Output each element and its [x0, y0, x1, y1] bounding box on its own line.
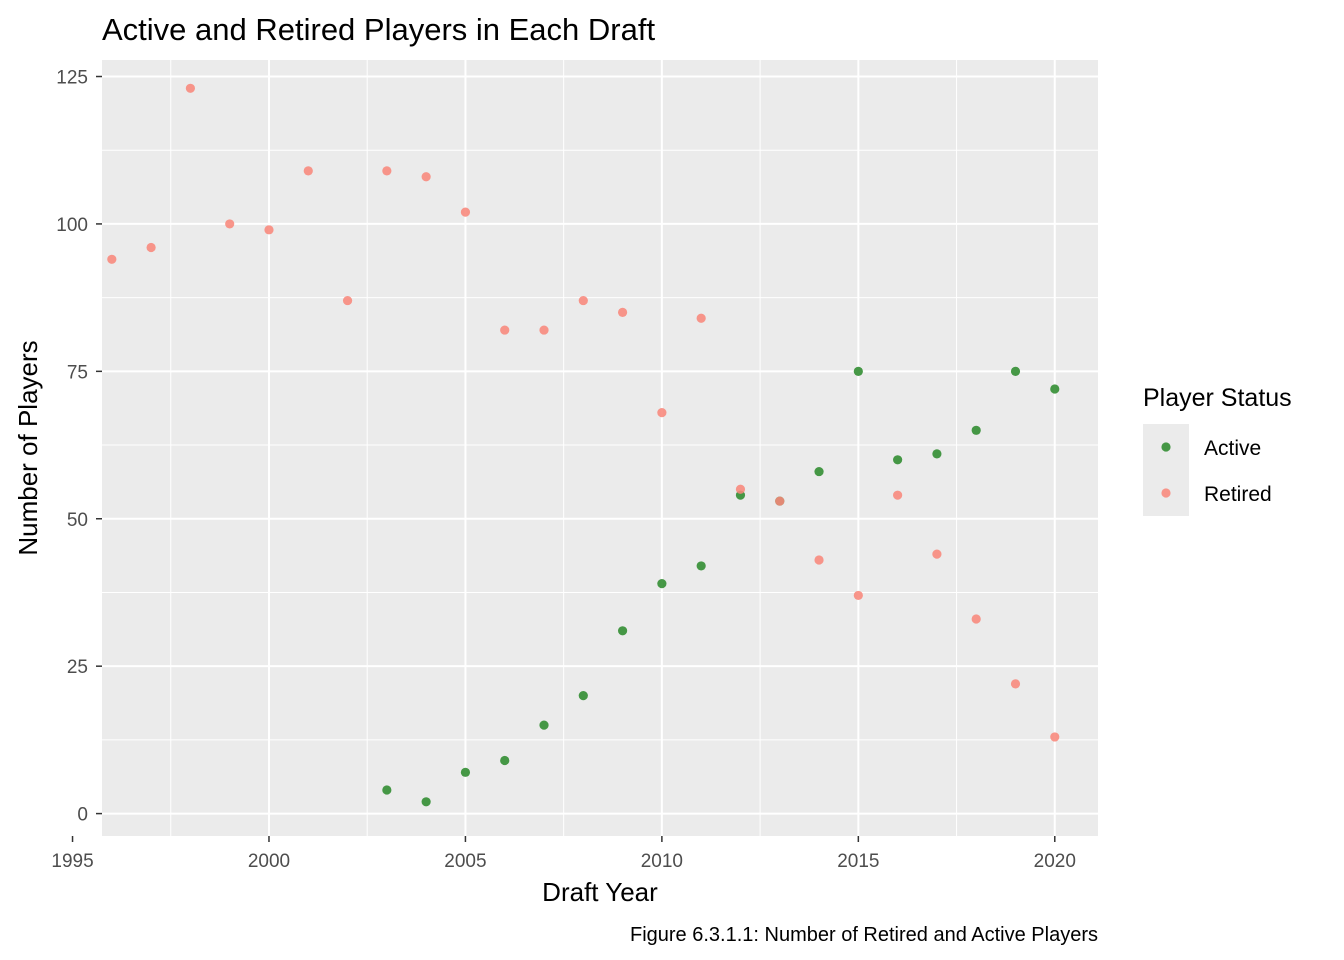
- x-tick-label: 1995: [51, 851, 93, 872]
- data-point-retired: [893, 490, 903, 500]
- data-point-retired: [578, 295, 588, 306]
- data-point-retired: [539, 325, 549, 335]
- data-point-active: [932, 449, 942, 459]
- y-tick-label: 125: [56, 68, 88, 89]
- data-point-active: [1010, 366, 1021, 376]
- data-point-active: [893, 455, 903, 465]
- data-point-retired: [932, 549, 942, 559]
- data-point-retired: [460, 207, 471, 217]
- data-point-active: [617, 626, 628, 636]
- figure-caption: Figure 6.3.1.1: Number of Retired and Ac…: [630, 924, 1098, 946]
- legend-key-active: [1161, 442, 1171, 452]
- x-tick-label: 2005: [444, 851, 486, 872]
- data-point-active: [421, 797, 431, 807]
- legend-label-retired: Retired: [1204, 483, 1272, 506]
- data-point-retired: [814, 555, 824, 565]
- data-point-retired: [657, 408, 667, 418]
- legend: Player Status Active Retired: [1143, 384, 1292, 516]
- y-axis-title: Number of Players: [13, 340, 43, 555]
- data-point-retired: [1010, 679, 1021, 689]
- data-point-active: [657, 579, 667, 589]
- data-point-retired: [421, 172, 431, 182]
- x-tick-label: 2000: [248, 851, 290, 872]
- y-axis: 0 25 50 75 100 125: [56, 68, 102, 826]
- x-axis-title: Draft Year: [542, 877, 658, 907]
- data-point-retired: [303, 166, 313, 176]
- chart-title: Active and Retired Players in Each Draft: [102, 12, 655, 47]
- data-point-active: [1050, 384, 1060, 394]
- legend-title: Player Status: [1143, 384, 1292, 412]
- data-point-active: [460, 767, 471, 777]
- data-point-active: [578, 691, 588, 701]
- data-point-active: [971, 425, 981, 435]
- data-point-retired: [971, 614, 981, 624]
- data-point-active: [696, 561, 706, 571]
- data-point-retired: [342, 295, 353, 306]
- y-tick-label: 75: [67, 362, 88, 383]
- data-point-active: [853, 366, 863, 376]
- data-point-retired: [225, 219, 235, 229]
- series-retired: [107, 83, 1060, 742]
- y-tick-label: 0: [77, 805, 88, 826]
- x-tick-label: 2015: [837, 851, 879, 872]
- data-point-retired: [146, 242, 156, 253]
- data-point-retired: [107, 254, 117, 264]
- data-point-retired: [1050, 732, 1060, 742]
- legend-key-retired: [1161, 488, 1171, 498]
- data-point-active: [814, 466, 824, 477]
- y-tick-label: 100: [56, 215, 88, 236]
- x-axis: 1995 2000 2005 2010 2015 2020: [51, 836, 1076, 872]
- legend-label-active: Active: [1204, 437, 1261, 460]
- data-points: [107, 83, 1060, 807]
- y-tick-label: 50: [67, 510, 88, 531]
- data-point-retired: [500, 325, 510, 335]
- x-tick-label: 2010: [641, 851, 683, 872]
- data-point-retired: [735, 484, 746, 494]
- data-point-active: [539, 720, 549, 730]
- data-point-retired: [382, 166, 392, 176]
- data-point-retired: [264, 225, 274, 235]
- x-tick-label: 2020: [1034, 851, 1076, 872]
- major-gridlines: [71, 60, 1098, 836]
- data-point-retired: [853, 590, 863, 601]
- data-point-retired: [617, 307, 628, 317]
- y-tick-label: 25: [67, 657, 88, 678]
- data-point-retired: [185, 83, 196, 93]
- data-point-active: [382, 785, 392, 795]
- data-point-retired: [775, 496, 785, 506]
- plot-panel: [102, 60, 1098, 836]
- data-point-retired: [696, 313, 706, 323]
- data-point-active: [500, 755, 510, 766]
- legend-key-background: [1143, 424, 1189, 516]
